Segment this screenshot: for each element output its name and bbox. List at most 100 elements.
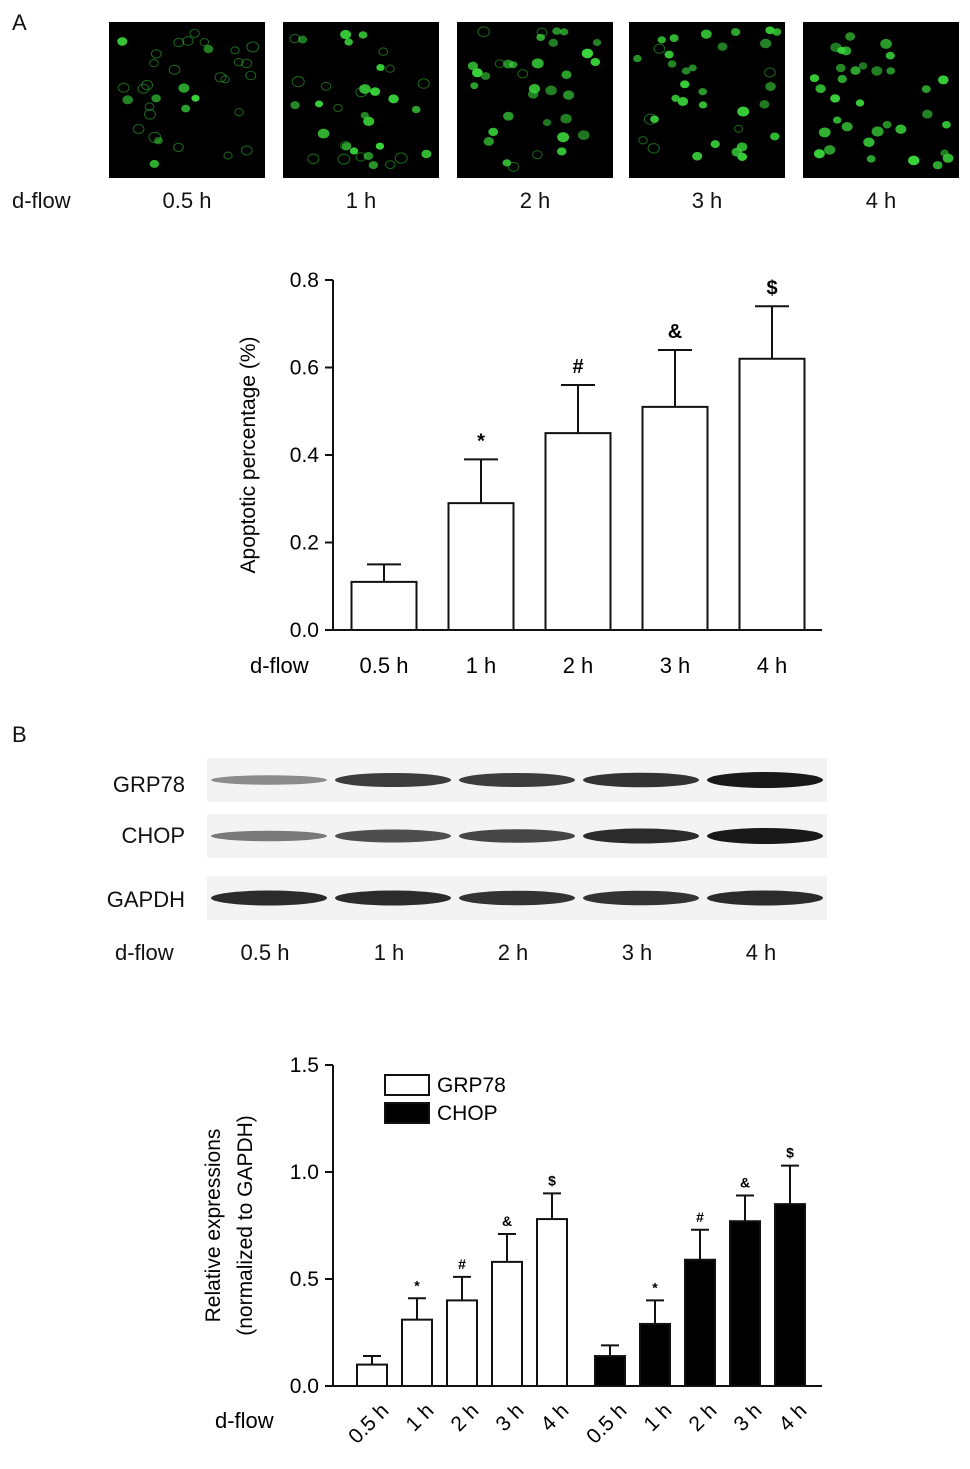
- cell-bright: [830, 42, 842, 53]
- micrograph-time-label: 3 h: [691, 188, 723, 213]
- blot-band: [583, 890, 699, 906]
- cell-dim: [214, 72, 227, 83]
- cell-bright: [502, 159, 512, 167]
- cell-bright: [886, 67, 896, 75]
- cell-bright: [885, 51, 895, 60]
- micrograph-4h: [803, 22, 959, 178]
- cell-bright: [688, 64, 697, 72]
- cell-bright: [841, 122, 853, 132]
- cell-dim: [337, 153, 351, 165]
- cell-bright: [855, 99, 865, 107]
- cell-bright: [421, 149, 432, 159]
- cell-bright: [552, 27, 561, 35]
- cell-bright: [360, 111, 369, 119]
- cell-bright: [340, 29, 352, 40]
- cell-bright: [290, 101, 300, 110]
- blot-bands: [211, 828, 823, 844]
- bar: [729, 1220, 761, 1387]
- cell-dim: [477, 26, 491, 38]
- x-axis-label: d-flow: [215, 1408, 274, 1433]
- cell-dim: [246, 41, 260, 53]
- y-axis-label-secondary: (normalized to GAPDH): [234, 1115, 257, 1336]
- cell-dim: [241, 58, 253, 69]
- cell-bright: [871, 126, 884, 137]
- cell-bright: [472, 68, 483, 78]
- cell-dim: [141, 79, 154, 91]
- cell-dim: [532, 150, 543, 160]
- apoptosis-chart: 0.0 0.2 0.4 0.6 0.8 Apoptotic percentage (%) d…: [237, 269, 822, 678]
- cell-bright: [813, 149, 825, 159]
- cell-dim: [643, 113, 657, 125]
- blot-band: [211, 890, 327, 906]
- legend-swatch: [384, 1074, 430, 1096]
- cell-bright: [681, 67, 691, 75]
- y-tick-label: 0.8: [290, 269, 319, 292]
- micrograph-2h: [457, 22, 613, 178]
- blot-band: [211, 830, 327, 842]
- cell-bright: [590, 57, 601, 67]
- cell-bright: [809, 74, 820, 83]
- blot-band: [335, 890, 451, 906]
- blot-band: [707, 890, 823, 906]
- bar: [639, 1322, 671, 1388]
- cell-bright: [154, 136, 163, 145]
- cell-bright: [375, 142, 385, 150]
- significance-marker: $: [786, 1145, 794, 1161]
- cell-bright: [818, 127, 831, 138]
- micrograph-0-5h: [109, 22, 265, 178]
- cell-bright: [692, 151, 703, 161]
- y-tick-label: 0.5: [290, 1268, 319, 1291]
- cell-bright: [833, 116, 842, 124]
- expression-chart: 0.0 0.5 1.0 1.5 Relative expressions (normali…: [202, 1054, 822, 1448]
- cell-bright: [866, 155, 876, 163]
- cell-bright: [922, 109, 933, 119]
- cell-bright: [737, 152, 748, 161]
- cell-dim: [333, 103, 343, 113]
- cell-bright: [765, 26, 775, 35]
- cell-bright: [765, 82, 776, 91]
- cell-bright: [368, 161, 379, 170]
- cell-bright: [760, 38, 772, 49]
- micrograph-time-label: 2 h: [519, 188, 551, 213]
- cell-bright: [542, 118, 552, 127]
- blot-band: [335, 829, 451, 843]
- bar: [356, 1363, 388, 1388]
- y-tick-label: 0.0: [290, 619, 319, 642]
- cell-bright: [815, 84, 826, 94]
- cell-bright: [545, 85, 557, 96]
- bar: [641, 405, 709, 631]
- cell-dim: [144, 102, 155, 111]
- cell-bright: [297, 35, 308, 44]
- cell-bright: [698, 88, 707, 96]
- cell-bright: [677, 97, 689, 106]
- significance-marker: #: [572, 356, 583, 378]
- x-axis-label: d-flow: [250, 653, 309, 678]
- cell-bright: [664, 50, 674, 59]
- cell-dim: [494, 59, 505, 69]
- cell-bright: [882, 120, 892, 129]
- cell-dim: [220, 75, 230, 84]
- blot-label-chop: CHOP: [121, 823, 185, 848]
- cell-bright: [830, 94, 841, 103]
- y-axis-label: Apoptotic percentage (%): [237, 337, 260, 574]
- cell-bright: [363, 116, 375, 127]
- cell-bright: [548, 38, 559, 47]
- cell-bright: [837, 75, 847, 83]
- cell-bright: [577, 130, 590, 141]
- cell-dim: [240, 145, 253, 156]
- cell-dim: [307, 153, 320, 165]
- x-tick-label: 2 h: [563, 653, 594, 678]
- cell-dim: [149, 58, 159, 68]
- cell-dim: [417, 78, 430, 89]
- significance-marker: $: [766, 277, 777, 299]
- cell-bright: [376, 63, 385, 72]
- cell-bright: [483, 137, 494, 146]
- x-tick-label: 3 h: [660, 653, 691, 678]
- bar: [738, 357, 806, 631]
- significance-marker: *: [652, 1279, 658, 1295]
- significance-marker: $: [548, 1172, 556, 1188]
- bar: [594, 1355, 626, 1388]
- y-axis-label: Relative expressions: [202, 1129, 225, 1323]
- micrograph-cells: [633, 26, 782, 161]
- y-tick-label: 0.2: [290, 532, 319, 555]
